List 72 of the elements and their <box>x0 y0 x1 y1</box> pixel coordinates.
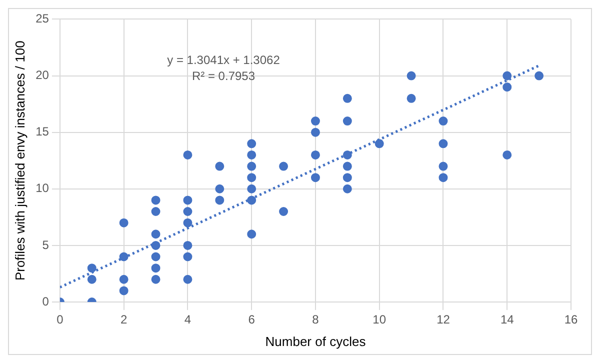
x-tick-label: 14 <box>500 312 514 327</box>
point <box>183 252 192 262</box>
point <box>247 150 256 160</box>
y-tick-label: 10 <box>36 181 50 196</box>
x-axis-title: Number of cycles <box>265 334 366 349</box>
point <box>151 252 160 262</box>
x-tick-label: 6 <box>248 312 256 327</box>
point <box>310 173 320 182</box>
point <box>87 274 96 284</box>
point <box>87 264 96 273</box>
annotation: R² = 0.7953 <box>192 69 256 84</box>
x-tick-label: 10 <box>372 312 386 327</box>
point <box>247 162 256 171</box>
x-tick-label: 4 <box>184 312 192 327</box>
point <box>406 71 416 80</box>
point <box>342 116 352 126</box>
point <box>342 94 352 103</box>
point <box>502 71 512 80</box>
point <box>183 274 192 284</box>
point <box>119 286 128 296</box>
point <box>438 162 448 171</box>
point <box>151 207 160 216</box>
point <box>342 150 352 160</box>
point <box>119 274 128 284</box>
point <box>279 207 288 216</box>
y-tick-label: 20 <box>36 68 50 82</box>
point <box>438 173 448 182</box>
point <box>183 218 192 228</box>
point <box>151 196 160 205</box>
point <box>247 184 256 194</box>
point <box>119 252 128 262</box>
point <box>247 196 256 205</box>
point <box>247 173 256 182</box>
point <box>438 139 448 148</box>
x-tick-label: 0 <box>56 312 64 327</box>
point <box>215 196 224 205</box>
point <box>119 218 128 228</box>
point <box>502 82 512 92</box>
point <box>151 230 160 239</box>
point <box>183 196 192 205</box>
point <box>215 184 224 194</box>
annotation: y = 1.3041x + 1.3062 <box>167 53 280 68</box>
y-tick-label: 0 <box>42 294 50 308</box>
point <box>247 230 256 239</box>
point <box>183 240 192 250</box>
point <box>151 264 160 273</box>
point <box>502 150 512 160</box>
y-tick-label: 25 <box>36 12 50 26</box>
x-tick-label: 16 <box>564 312 578 327</box>
point <box>406 94 416 103</box>
point <box>151 274 160 284</box>
point <box>183 207 192 216</box>
point <box>310 128 320 137</box>
x-tick-label: 8 <box>312 312 320 327</box>
point <box>342 184 352 194</box>
point <box>534 71 544 80</box>
point <box>374 139 384 148</box>
point <box>342 173 352 182</box>
x-tick-label: 12 <box>436 312 450 327</box>
y-axis-title: Profiles with justified envy instances / 100 <box>12 40 28 281</box>
point <box>151 240 160 250</box>
point <box>183 150 192 160</box>
point <box>247 139 256 148</box>
point <box>279 162 288 171</box>
point <box>215 162 224 171</box>
point <box>310 150 320 160</box>
y-tick-label: 15 <box>36 124 50 139</box>
point <box>342 162 352 171</box>
x-tick-label: 2 <box>120 312 128 327</box>
point <box>310 116 320 126</box>
y-tick-label: 5 <box>42 238 50 252</box>
point <box>438 116 448 126</box>
